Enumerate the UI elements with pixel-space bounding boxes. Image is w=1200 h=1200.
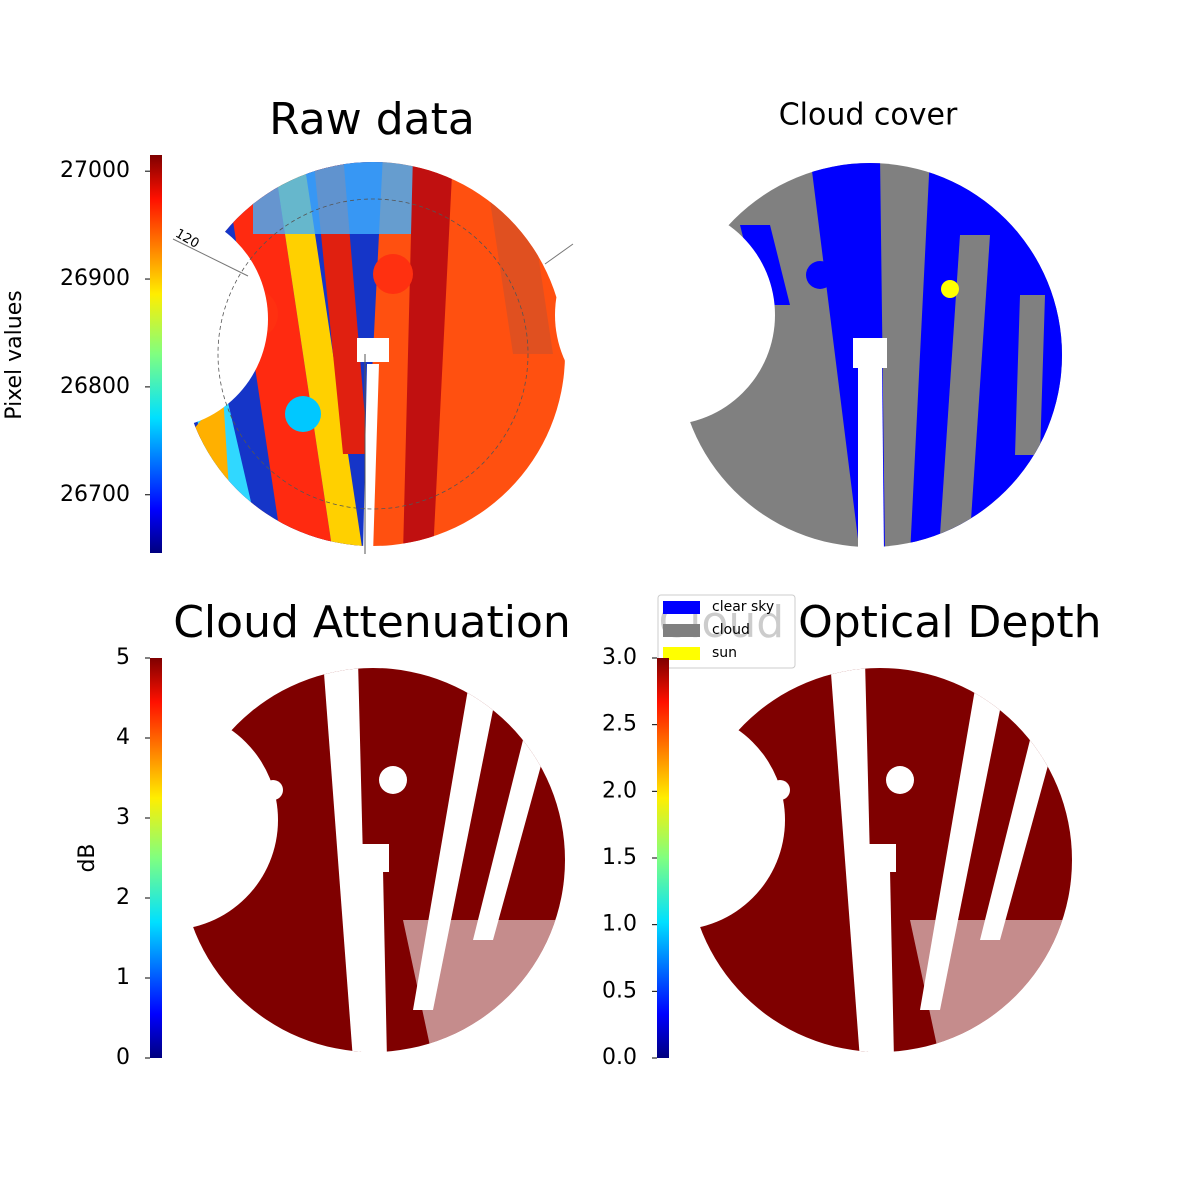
colorbar-tick-label: 0.5: [602, 978, 637, 1003]
colorbar-tick-label: 2: [116, 885, 130, 910]
colorbar-tick-label: 1.0: [602, 912, 637, 937]
colorbar-tick-label: 27000: [60, 158, 130, 183]
colorbar-tick-label: 3.0: [602, 645, 637, 670]
optical-depth-image: [565, 668, 1072, 1060]
colorbar-tick-label: 26700: [60, 482, 130, 507]
colorbar-label: dB: [75, 843, 100, 872]
attenuation-image: [58, 668, 565, 1060]
colorbar: [150, 658, 162, 1058]
colorbar-tick-label: 3: [116, 805, 130, 830]
legend-swatch: [663, 624, 700, 637]
colorbar-tick-label: 5: [116, 645, 130, 670]
cloud-cover-image: [555, 163, 1062, 555]
raw-image: 120: [48, 162, 574, 554]
colorbar-tick-label: 0: [116, 1045, 130, 1070]
sun-marker: [941, 280, 959, 298]
colorbar-tick-label: 1.5: [602, 845, 637, 870]
colorbar-tick-label: 0.0: [602, 1045, 637, 1070]
title: Raw data: [269, 94, 475, 145]
colorbar-tick-label: 2.5: [602, 712, 637, 737]
colorbar-tick-label: 1: [116, 965, 130, 990]
legend-label: clear sky: [712, 599, 774, 615]
title: Cloud Attenuation: [173, 597, 571, 648]
legend-label: cloud: [712, 622, 750, 638]
legend-swatch: [663, 601, 700, 614]
colorbar-tick-label: 4: [116, 725, 130, 750]
legend-label: sun: [712, 645, 737, 661]
colorbar-tick-label: 2.0: [602, 778, 637, 803]
legend: clear sky cloud sun: [657, 594, 796, 669]
colorbar-label: Pixel values: [2, 290, 27, 419]
title: Cloud cover: [779, 98, 958, 133]
colorbar: [150, 155, 162, 553]
colorbar: [657, 658, 669, 1058]
legend-swatch: [663, 647, 700, 660]
colorbar-tick-label: 26900: [60, 266, 130, 291]
colorbar-tick-label: 26800: [60, 374, 130, 399]
